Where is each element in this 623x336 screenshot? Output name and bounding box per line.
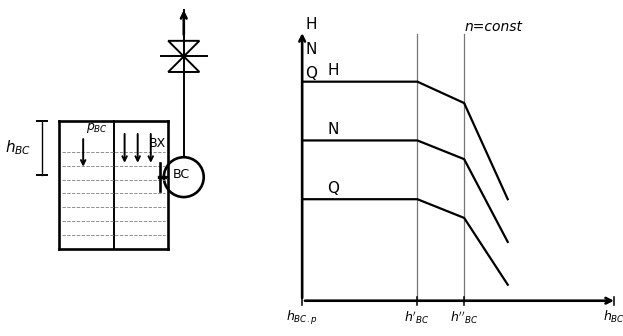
Text: N: N	[305, 42, 316, 57]
Text: $p_{BC}$: $p_{BC}$	[86, 121, 108, 135]
Text: $h'_{BC}$: $h'_{BC}$	[404, 309, 430, 326]
Text: BX: BX	[149, 137, 166, 151]
Text: H: H	[305, 17, 316, 32]
Text: N: N	[327, 122, 338, 137]
Text: H: H	[327, 63, 338, 78]
Text: $h_{BC}$: $h_{BC}$	[602, 309, 623, 325]
Text: BC: BC	[173, 168, 190, 181]
Text: $h_{BC.p}$: $h_{BC.p}$	[287, 309, 318, 327]
Text: Q: Q	[305, 66, 317, 81]
Text: Q: Q	[327, 181, 339, 196]
Text: $h''_{BC}$: $h''_{BC}$	[450, 309, 478, 326]
Text: $h_{BC}$: $h_{BC}$	[5, 138, 31, 157]
Text: n=const: n=const	[464, 20, 522, 34]
